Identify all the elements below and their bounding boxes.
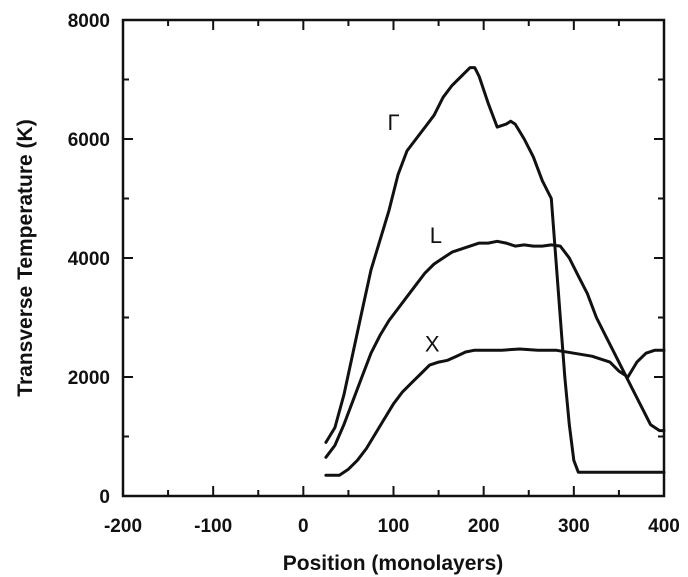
y-axis-label: Transverse Temperature (K) [14,119,37,396]
x-tick-label: 400 [648,516,680,537]
y-tick-label: 4000 [68,249,110,270]
series-label-3: X [425,331,440,356]
series-group [324,66,666,477]
x-tick-label: 300 [558,516,590,537]
plot-frame [121,18,666,498]
y-tick-label: 6000 [68,130,110,151]
x-tick-label: -100 [194,516,232,537]
series-label-2: L [430,223,442,248]
series-label-1: Γ [387,110,399,135]
x-tick-label: 0 [298,516,309,537]
series-line-1 [324,66,666,474]
curve-labels: Γ L X [387,110,442,356]
axis-ticks [122,19,665,497]
x-tick-label: 200 [468,516,500,537]
y-tick-label: 2000 [68,368,110,389]
x-axis-label: Position (monolayers) [283,552,504,575]
x-tick-label: -200 [104,516,142,537]
series-line-3 [324,347,666,477]
y-tick-label: 0 [99,487,110,508]
y-tick-label: 8000 [68,11,110,32]
x-tick-label: 100 [378,516,410,537]
series-line-2 [324,239,666,459]
